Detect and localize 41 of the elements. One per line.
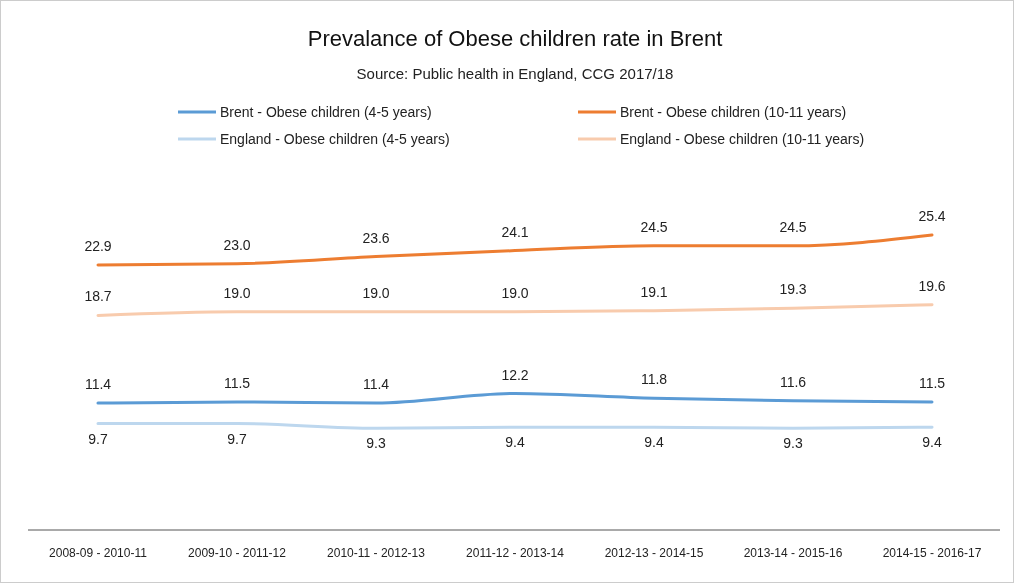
data-label: 18.7	[84, 288, 112, 305]
data-label: 19.0	[501, 284, 529, 301]
data-label: 25.4	[918, 208, 946, 224]
data-label: 9.4	[644, 434, 664, 451]
x-tick-label: 2009-10 - 2011-12	[188, 546, 287, 560]
chart-title: Prevalance of Obese children rate in Brent	[307, 26, 723, 51]
data-label: 19.6	[918, 277, 946, 294]
data-label: 11.6	[779, 373, 807, 390]
legend-label: England - Obese children (4-5 years)	[220, 131, 450, 147]
legend-label: England - Obese children (10-11 years)	[620, 131, 865, 147]
data-label: 9.4	[922, 434, 942, 451]
data-label: 11.4	[362, 376, 390, 393]
data-label: 19.1	[640, 283, 668, 300]
x-tick-label: 2013-14 - 2015-16	[743, 546, 843, 560]
x-tick-label: 2010-11 - 2012-13	[327, 546, 426, 560]
data-label: 9.3	[366, 435, 386, 452]
x-tick-label: 2014-15 - 2016-17	[882, 546, 982, 560]
data-label: 24.5	[779, 218, 807, 235]
x-tick-label: 2012-13 - 2014-15	[604, 546, 704, 560]
data-label: 9.3	[783, 435, 803, 452]
data-label: 11.8	[640, 371, 668, 388]
data-label: 9.7	[88, 430, 108, 447]
data-label: 23.6	[362, 229, 390, 246]
x-tick-label: 2008-09 - 2010-11	[49, 546, 148, 560]
data-label: 24.5	[640, 218, 668, 235]
data-label: 12.2	[501, 366, 529, 383]
data-label: 19.0	[362, 284, 390, 301]
x-tick-label: 2011-12 - 2013-14	[466, 546, 565, 560]
data-label: 11.5	[223, 374, 251, 391]
data-label: 19.0	[223, 284, 251, 301]
data-label: 9.4	[505, 434, 525, 451]
data-label: 19.3	[779, 281, 807, 298]
data-label: 24.1	[501, 223, 529, 240]
data-label: 11.4	[84, 376, 112, 393]
legend-label: Brent - Obese children (4-5 years)	[220, 104, 432, 120]
data-label: 23.0	[223, 236, 251, 253]
legend-label: Brent - Obese children (10-11 years)	[620, 104, 847, 120]
data-label: 9.7	[227, 430, 247, 447]
data-label: 22.9	[84, 238, 112, 255]
chart-subtitle: Source: Public health in England, CCG 2017/18	[356, 65, 674, 82]
data-label: 11.5	[918, 374, 946, 391]
